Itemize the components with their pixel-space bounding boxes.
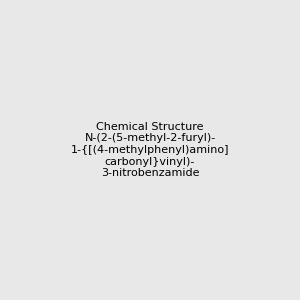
Text: Chemical Structure
N-(2-(5-methyl-2-furyl)-
1-{[(4-methylphenyl)amino]
carbonyl}: Chemical Structure N-(2-(5-methyl-2-fury… [71, 122, 229, 178]
